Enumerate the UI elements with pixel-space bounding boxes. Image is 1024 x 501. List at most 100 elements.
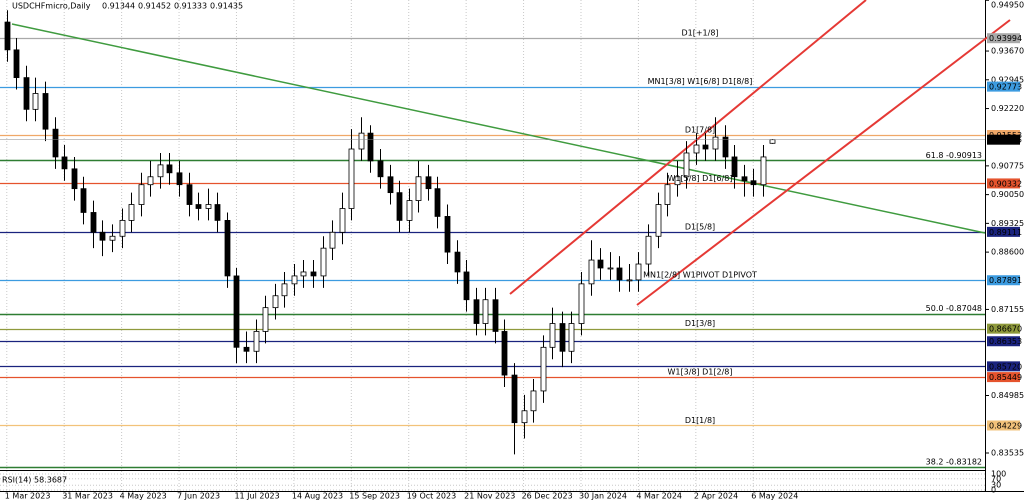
candle-body [61,156,68,170]
x-tick-label: 31 Mar 2023 [62,492,113,501]
candle-body [13,49,20,79]
x-tick-label: 26 Dec 2023 [522,492,573,501]
x-tick-label: 4 Mar 2024 [636,492,682,501]
price-box [987,33,1020,44]
x-tick-label: 1 Mar 2023 [5,492,51,501]
candle-body [253,331,260,352]
candle-body [444,216,451,253]
candle-body [147,176,154,186]
rsi-tick-label: 100 [991,470,1006,479]
price-box-label: 0.86353 [989,337,1022,346]
y-tick-label: 0.90775 [991,161,1024,170]
current-price-box [987,134,1020,145]
channel-upper [509,0,867,295]
x-tick-label: 14 Aug 2023 [292,492,343,501]
candle-body [310,271,317,277]
x-tick-label: 30 Jan 2024 [579,492,627,501]
channel-lower [636,19,1011,306]
y-tick-label: 0.89325 [991,219,1024,228]
candle-body [511,374,518,424]
y-tick-label: 0.93670 [991,47,1024,56]
price-box-label: 0.85449 [989,373,1022,382]
candle-body [664,184,671,205]
level-label: MN1[2/8] W1PIVOT D1PIVOT [643,271,757,280]
price-box-label: 0.87891 [989,276,1022,285]
candle-body [741,176,748,182]
candle-body [731,156,738,178]
candle-body [769,139,776,144]
y-tick-label: 0.83535 [991,449,1024,458]
current-price-box-label: 0.91435 [989,136,1022,145]
candle-body [281,283,288,297]
candle-body [339,208,346,233]
candle-body [272,295,279,309]
level-label: 61.8 -0.90913 [926,151,982,160]
candle-body [454,251,461,273]
y-tick-label: 0.87155 [991,305,1024,314]
rsi-tick-label: 30 [991,481,1001,490]
candle-body [492,299,499,332]
candle-body [119,219,126,237]
price-box-label: 0.84229 [989,421,1022,430]
x-tick-label: 2 Apr 2024 [694,492,738,501]
price-box [987,420,1020,431]
level-label: 50.0 -0.87048 [926,304,982,313]
candle-body [588,259,595,285]
candle-body [530,390,537,412]
price-box [987,81,1020,92]
level-label: W1[5/8] D1[6/8] [667,174,732,183]
candle-body [578,283,585,324]
price-box-label: 0.89111 [989,228,1022,237]
price-box-label: 0.93994 [989,34,1022,43]
candle-body [482,299,489,324]
candle-body [205,204,212,209]
candle-body [90,212,97,233]
candle-body [674,176,681,186]
price-box-label: 0.90332 [989,179,1022,188]
candle-body [626,279,633,282]
candle-body [597,259,604,269]
candle-body [4,21,11,51]
candle-body [195,204,202,209]
price-box-label: 0.85720 [989,362,1022,371]
candle-body [750,180,757,186]
header-close: 0.91435 [210,2,243,11]
rsi-name: RSI(14) [2,476,31,485]
candle-body [128,204,135,221]
candle-body [521,410,528,424]
rsi-value: 58.3687 [34,476,67,485]
candle-body [109,235,116,241]
candle-body [549,323,556,348]
candle-body [291,275,298,285]
candle-body [348,148,355,209]
candle-body [712,136,719,150]
candle-body [224,219,231,277]
price-box [987,323,1020,334]
y-tick-label: 0.94950 [991,1,1024,10]
candle-body [616,267,623,281]
candle-body [693,144,700,154]
level-label: D1[3/8] [685,319,715,328]
x-tick-label: 19 Oct 2023 [407,492,456,501]
candle-body [99,231,106,241]
candle-body [540,346,547,392]
candle-body [463,271,470,301]
level-label: D1[5/8] [685,222,715,231]
price-box [987,361,1020,372]
candle-body [367,132,374,162]
candle-body [607,267,614,270]
candle-body [329,231,336,249]
price-box-label: 0.92773 [989,83,1022,92]
candle-body [434,188,441,217]
candle-body [186,184,193,205]
candle-body [387,176,394,194]
header-low: 0.91333 [174,2,207,11]
candle-body [52,128,59,158]
y-tick-label: 0.90050 [991,190,1024,199]
candle-body [501,331,508,376]
candle-body [645,235,652,265]
candle-body [760,156,767,186]
